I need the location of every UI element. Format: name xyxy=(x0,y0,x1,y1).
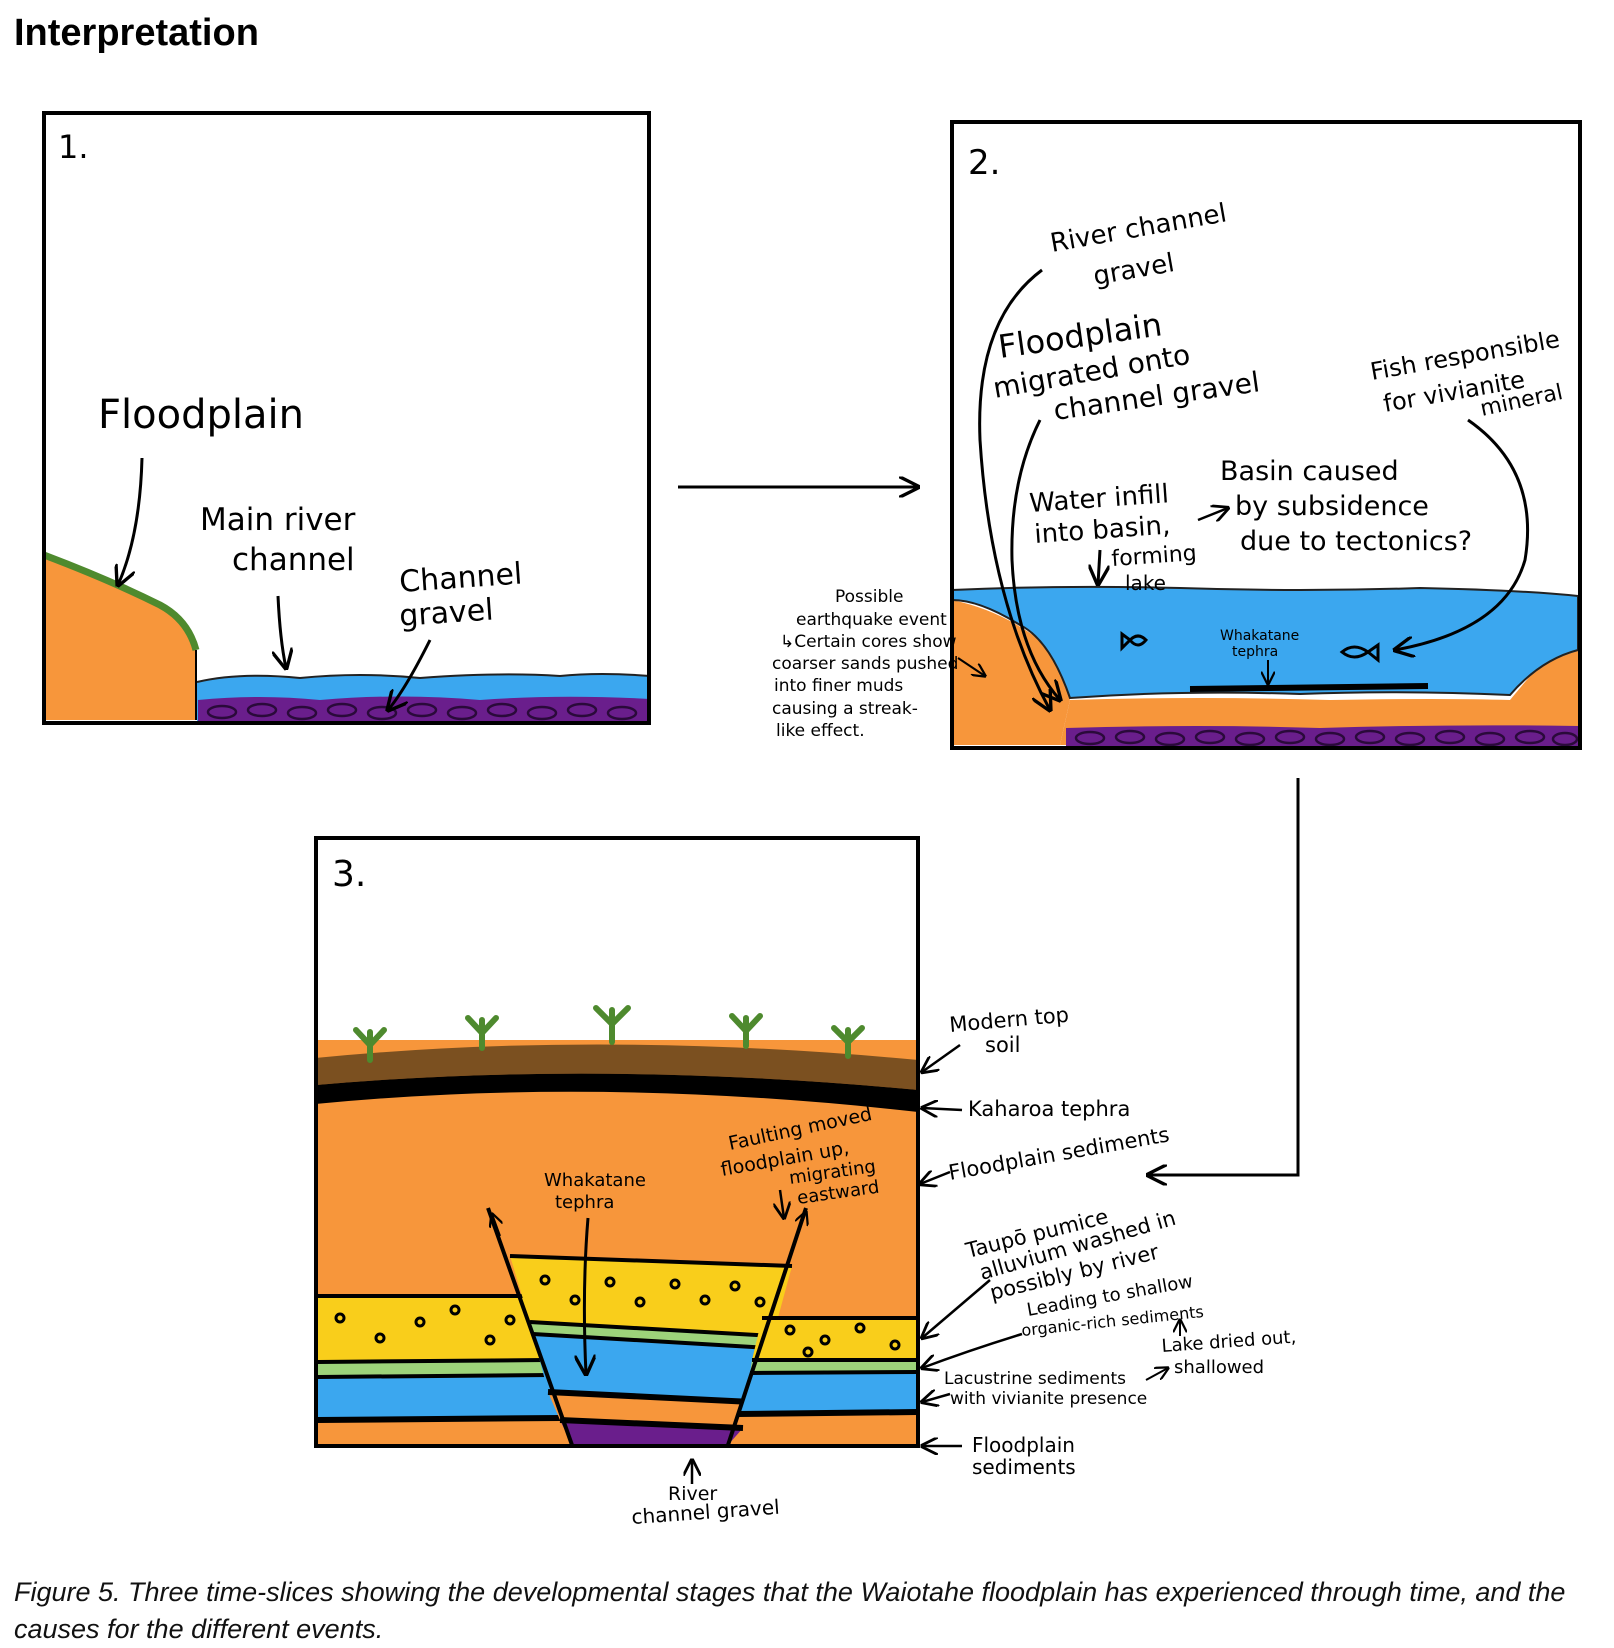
arrow-panel2-to-panel3 xyxy=(1148,778,1300,1175)
interpretation-figure: 1. Floodplain Main river channel Channel… xyxy=(42,111,1582,1529)
panel-3-whakatane-arrow xyxy=(584,1217,588,1374)
panel-2-whakatane-label-1: Whakatane xyxy=(1220,628,1299,644)
topsoil-layer xyxy=(318,1044,917,1090)
panel-3-whakatane-label-1: Whakatane xyxy=(544,1170,646,1191)
kaharoa-label: Kaharoa tephra xyxy=(968,1097,1130,1121)
basin-label-3: due to tectonics? xyxy=(1240,526,1472,557)
floodplain-arrow xyxy=(118,457,144,585)
main-river-label-1: Main river xyxy=(200,502,356,538)
svg-text:coarser sands pushed: coarser sands pushed xyxy=(772,654,958,674)
panel-2-whakatane-tephra-band xyxy=(1189,683,1429,692)
main-river-label-2: channel xyxy=(232,542,355,578)
channel-gravel-arrow xyxy=(388,639,432,710)
river-gravel-label-2: gravel xyxy=(1091,248,1177,292)
left-fault-arrow xyxy=(492,1214,500,1237)
lacustrine-to-lake-arrow xyxy=(1145,1368,1168,1381)
svg-text:into finer muds: into finer muds xyxy=(774,676,903,696)
river-gravel-label-1: River channel xyxy=(1048,198,1229,259)
organic-rich-layer xyxy=(530,1322,773,1348)
panel-3-river-gravel-label-2: channel gravel xyxy=(631,1495,781,1529)
svg-text:earthquake event: earthquake event xyxy=(796,610,947,630)
svg-text:causing a streak-: causing a streak- xyxy=(772,699,918,719)
earthquake-note: Possible earthquake event ↳Certain cores… xyxy=(772,587,958,741)
lacustrine-label-1: Lacustrine sediments xyxy=(944,1369,1126,1389)
panel-1: 1. Floodplain Main river channel Channel… xyxy=(42,111,651,725)
panel-3-frame xyxy=(314,836,920,1448)
panel-2-basin-floor xyxy=(1060,650,1580,745)
water-to-basin-arrow xyxy=(1197,508,1228,520)
panel-2-whakatane-label-2: tephra xyxy=(1232,644,1278,660)
faulting-arrow xyxy=(780,1189,784,1218)
floodplain-grass xyxy=(42,551,200,652)
fish-icon-2 xyxy=(1339,642,1380,664)
floodplain-sediments-lower-label-1: Floodplain xyxy=(972,1433,1075,1457)
basin-label-1: Basin caused xyxy=(1220,456,1399,487)
floodplain-sediments-lower-label-2: sediments xyxy=(972,1455,1076,1479)
panel-2-frame xyxy=(950,120,1582,750)
floodplain-sediments-upper-arrow xyxy=(920,1172,951,1184)
kaharoa-arrow xyxy=(922,1108,963,1110)
floodplain-sediments-upper-label: Floodplain sediments xyxy=(947,1122,1171,1184)
panel-2: 2. River channel gravel Floodplain migra… xyxy=(772,120,1582,750)
panel-3: 3. Whakatane tephra Faulting moved flood… xyxy=(314,836,1297,1529)
svg-text:↳Certain cores show: ↳Certain cores show xyxy=(780,632,957,652)
panel-2-lake xyxy=(951,585,1579,700)
fish-icon xyxy=(1120,631,1149,652)
channel-gravel-label-2: gravel xyxy=(398,592,495,633)
panel-2-number: 2. xyxy=(968,143,1000,183)
lake-dried-label-1: Lake dried out, xyxy=(1161,1327,1297,1357)
fish-arrow xyxy=(1395,418,1530,650)
panel-3-number: 3. xyxy=(332,854,366,895)
left-fault xyxy=(486,1207,574,1444)
panel-1-number: 1. xyxy=(58,128,89,166)
taupo-pumice-layer xyxy=(510,1256,792,1336)
lacustrine-label-2: with vivianite presence xyxy=(950,1389,1147,1409)
water-infill-arrow xyxy=(1098,549,1100,584)
earthquake-arrow xyxy=(957,657,985,676)
river-gravel-arrow xyxy=(978,268,1050,710)
basin-label-2: by subsidence xyxy=(1235,491,1429,522)
water-infill-label-3: forming xyxy=(1111,541,1198,572)
panel-1-frame xyxy=(42,111,651,725)
pumice-clasts xyxy=(334,1274,901,1358)
right-fault-arrow xyxy=(798,1212,806,1233)
water-infill-label-4: lake xyxy=(1125,571,1166,595)
floodplain-migrated-arrow xyxy=(1010,419,1060,700)
lake-dried-label-2: shallowed xyxy=(1174,1357,1264,1378)
kaharoa-tephra-layer xyxy=(318,1073,917,1112)
modern-topsoil-arrow xyxy=(922,1043,961,1072)
panel-3-whakatane-label-2: tephra xyxy=(555,1192,614,1213)
panel-3-river-gravel-label-1: River xyxy=(668,1483,717,1505)
shallow-arrow xyxy=(922,1332,1023,1368)
floodplain-label: Floodplain xyxy=(98,392,304,438)
svg-text:like effect.: like effect. xyxy=(776,721,865,741)
vegetation-icons xyxy=(353,1005,865,1063)
page-heading: Interpretation xyxy=(14,12,259,54)
channel-gravel-layer xyxy=(198,696,650,724)
svg-text:Possible: Possible xyxy=(835,587,903,607)
taupo-arrow xyxy=(922,1279,991,1338)
floodplain-bank xyxy=(44,555,197,720)
modern-topsoil-label-2: soil xyxy=(985,1033,1020,1057)
channel-gravel-label-1: Channel xyxy=(398,556,523,600)
lacustrine-arrow xyxy=(922,1394,951,1402)
right-fault xyxy=(726,1207,808,1444)
modern-topsoil-label-1: Modern top xyxy=(948,1003,1070,1037)
main-river-arrow xyxy=(278,595,286,668)
lacustrine-layer xyxy=(533,1334,770,1402)
figure-caption: Figure 5. Three time-slices showing the … xyxy=(14,1577,1566,1644)
